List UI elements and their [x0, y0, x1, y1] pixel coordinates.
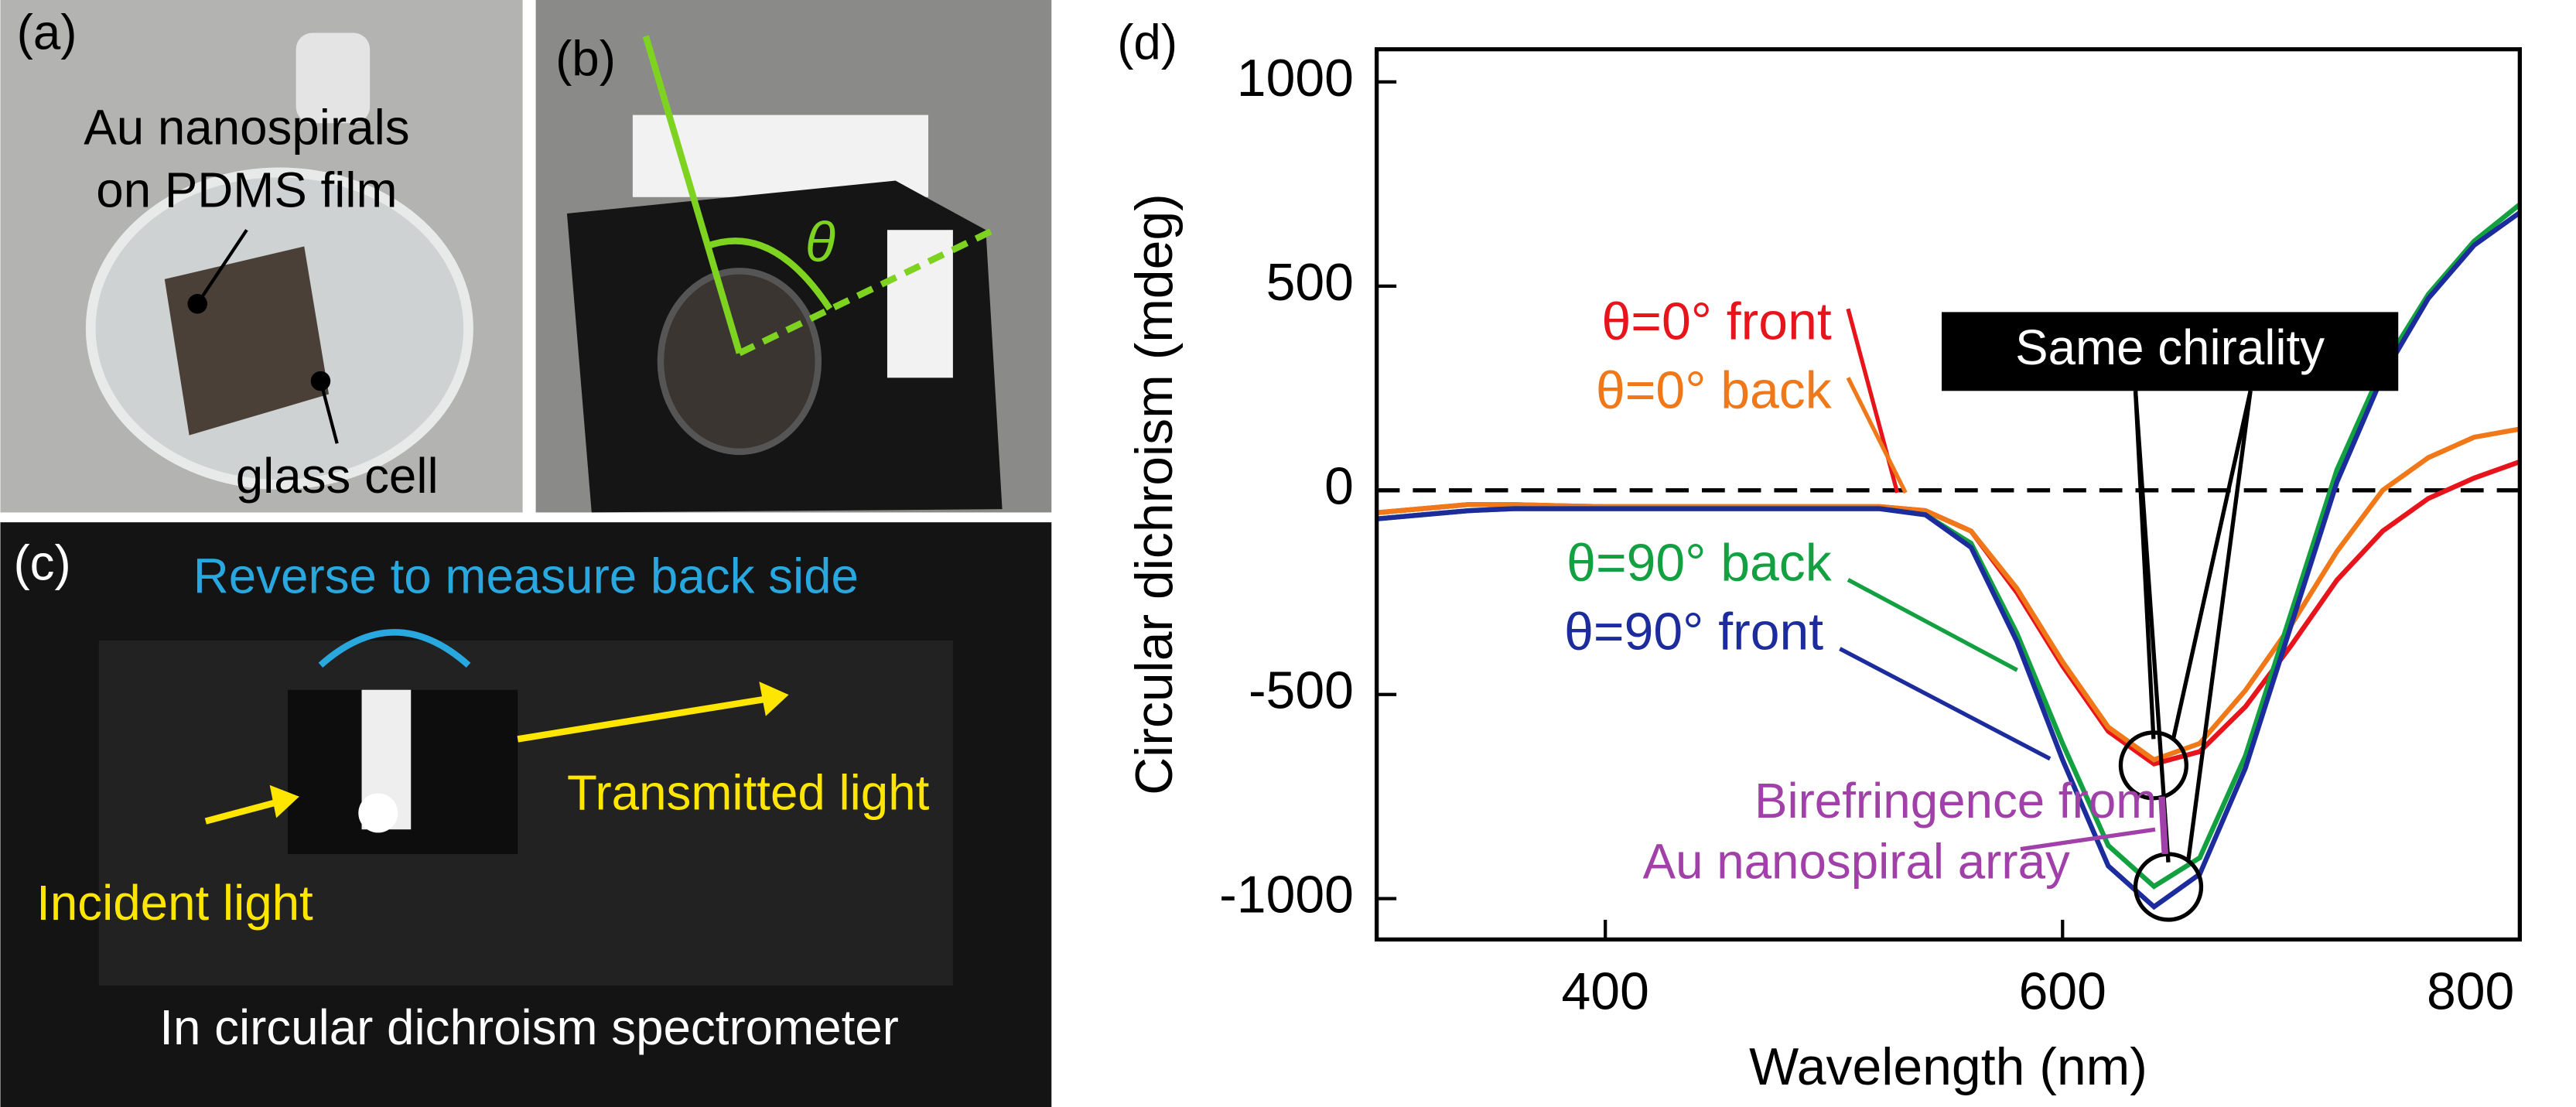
angle-label: θ	[805, 212, 835, 274]
annotation: Same chirality	[2015, 320, 2325, 375]
panel-label: (d)	[1117, 15, 1177, 70]
leader	[1839, 647, 2052, 761]
incident-label: Incident light	[36, 876, 313, 931]
leader	[2133, 391, 2171, 863]
legend-label: θ=0° back	[1596, 361, 1833, 420]
y-tick-label: -500	[1249, 661, 1354, 720]
transmitted-label: Transmitted light	[567, 766, 930, 821]
annotation: Birefringence from	[1754, 774, 2157, 829]
axis-line	[738, 227, 996, 357]
series-line	[1376, 210, 2522, 911]
legend-label: θ=90° front	[1564, 603, 1823, 661]
cap	[358, 793, 398, 833]
leader	[2185, 390, 2253, 863]
y-axis-label: Circular dichroism (mdeg)	[1125, 193, 1184, 795]
y-tick-label: -1000	[1219, 866, 1354, 924]
leader	[1846, 377, 1908, 494]
reverse-label: Reverse to measure back side	[193, 548, 859, 603]
biref-leader	[2020, 827, 2156, 852]
annotation-box	[1942, 312, 2399, 391]
legend-label: θ=0° front	[1602, 292, 1832, 350]
plot-frame	[1374, 47, 2523, 942]
cap	[296, 32, 371, 124]
sample-label: Au nanospirals	[84, 101, 409, 155]
transmitted-arrow	[517, 695, 774, 743]
pointer	[319, 381, 339, 444]
x-tick-label: 800	[2427, 962, 2514, 1021]
reverse-arrow	[318, 629, 471, 668]
panel-label: (b)	[555, 32, 616, 87]
pointer-dot	[187, 294, 207, 314]
panel-label: (c)	[13, 535, 70, 590]
x-axis-label: Wavelength (nm)	[1749, 1037, 2147, 1096]
x-tick-label: 400	[1562, 962, 1649, 1021]
arrowhead	[269, 784, 299, 818]
angle-arc	[705, 237, 833, 311]
pointer	[196, 229, 248, 305]
biref-arrow	[2158, 796, 2168, 855]
arrowhead	[759, 682, 789, 716]
leader	[1847, 578, 2018, 672]
clip	[887, 230, 953, 378]
annotation: Au nanospiral array	[1643, 835, 2070, 890]
legend-label: θ=90° back	[1566, 533, 1833, 592]
y-tick-label: 1000	[1237, 49, 1354, 108]
marker-circle	[2133, 852, 2204, 922]
axis-line	[642, 35, 743, 354]
cell-label: glass cell	[236, 449, 439, 504]
caption: In circular dichroism spectrometer	[159, 1000, 899, 1055]
y-tick-label: 0	[1324, 457, 1354, 516]
series-line	[1376, 426, 2520, 763]
incident-arrow	[204, 798, 281, 825]
x-tick-label: 600	[2019, 962, 2106, 1021]
panel-label: (a)	[17, 5, 77, 60]
leader	[2171, 390, 2253, 740]
aperture	[657, 268, 822, 456]
y-tick-label: 500	[1266, 253, 1354, 312]
sample-label: on PDMS film	[96, 162, 397, 217]
